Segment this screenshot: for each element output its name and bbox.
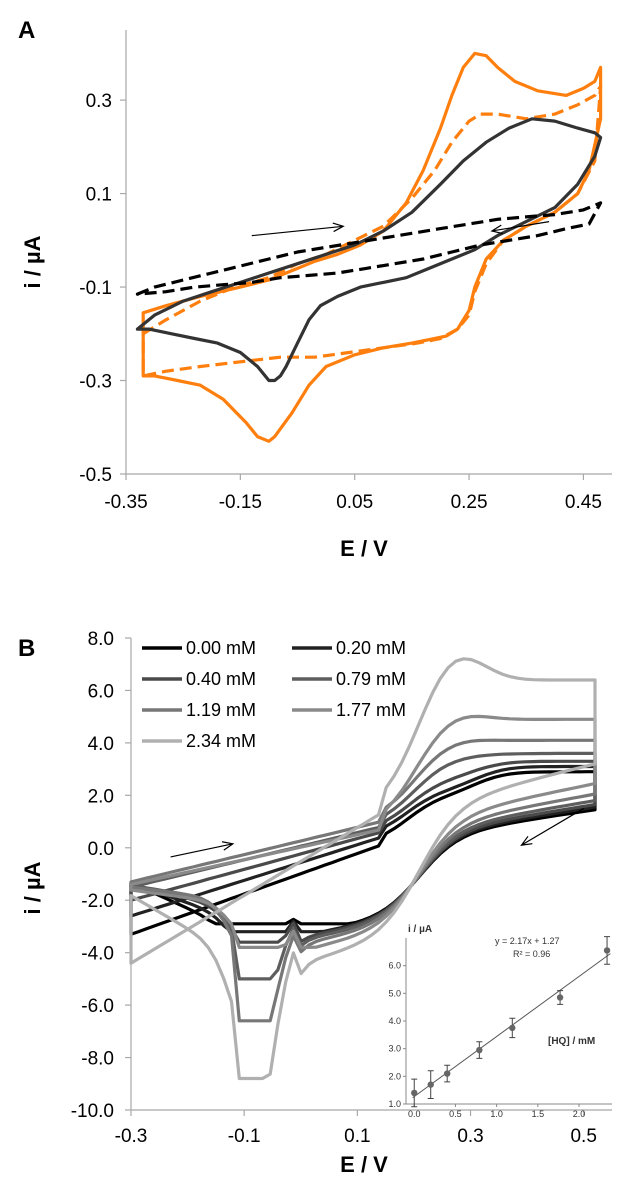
y-tick-label: -6.0 [81,996,114,1017]
scan-direction-arrow-2 [490,221,550,235]
inset-y-tick-label: 1.0 [388,1099,401,1109]
panel-a-x-ticks: -0.35 -0.15 0.05 0.25 0.45 [104,474,602,513]
panel-b-y-ticks: 8.0 6.0 4.0 2.0 0.0 -2.0 -4.0 -6.0 -8.0 -10.0 [71,629,131,1122]
panel-a-y-ticks: -0.5 -0.3 -0.1 0.1 0.3 [79,91,126,486]
panel-a-series [135,51,603,443]
inset-points [411,936,611,1108]
panel-a-arrows [251,221,550,237]
inset-y-tick-label: 2.0 [388,1071,401,1081]
y-tick-label: -10.0 [71,1101,114,1122]
panel-b-arrows [170,807,585,858]
inset-r2: R² = 0.96 [513,949,550,959]
inset-x-tick-label: 0.0 [408,1109,421,1119]
panel-b-x-ticks: -0.3 -0.1 0.1 0.3 0.5 [115,1110,597,1147]
inset-y-tick-label: 6.0 [388,961,401,971]
inset-y-ticks: 1.0 2.0 3.0 4.0 5.0 6.0 [388,961,406,1109]
y-tick-label: 0.0 [88,839,114,860]
legend-label: 0.20 mM [336,638,406,658]
inset-x-tick-label: 0.5 [449,1109,462,1119]
inset-x-tick-label: 1.5 [532,1109,545,1119]
y-tick-label: -0.5 [79,465,112,486]
cv-trace-2 [141,84,603,378]
y-tick-label: -0.1 [79,278,112,299]
panel-a-x-label: E / V [340,536,388,561]
x-tick-label: 0.25 [451,492,488,513]
x-tick-label: -0.15 [219,492,262,513]
legend-label: 0.79 mM [336,669,406,689]
panel-a-label: A [18,17,35,44]
inset-y-label: i / µA [408,924,432,935]
x-tick-label: 0.45 [565,492,602,513]
x-tick-label: 0.5 [570,1126,596,1147]
legend-label: 1.77 mM [336,700,406,720]
x-tick-label: 0.3 [457,1126,483,1147]
data-point [427,1081,434,1088]
x-tick-label: -0.1 [228,1126,261,1147]
cv-trace-4 [135,201,603,296]
legend-label: 1.19 mM [186,700,256,720]
x-tick-label: -0.3 [115,1126,148,1147]
cv-trace-0-40-mM [129,759,597,944]
inset-x-label: [HQ] / mM [548,1036,595,1047]
y-tick-label: -0.3 [79,372,112,393]
cv-trace-1-19-mM [129,738,597,1023]
panel-b-y-label: i / µA [20,861,45,914]
legend-label: 2.34 mM [186,731,256,751]
y-tick-label: 4.0 [88,734,114,755]
cv-trace-1 [141,51,603,443]
cv-trace-2-34-mM [129,657,597,1081]
panel-b-series [129,657,597,1081]
inset-x-ticks: 0.0 0.5 1.0 1.5 2.0 [408,1104,585,1119]
cv-trace-0-20-mM [129,764,597,934]
data-point [476,1046,483,1054]
data-point [603,947,611,954]
y-tick-label: 0.3 [86,91,112,112]
x-tick-label: 0.05 [336,492,373,513]
y-tick-label: 8.0 [88,629,114,650]
panel-b-label: B [18,635,35,662]
y-tick-label: 2.0 [88,786,114,807]
inset-equation: y = 2.17x + 1.27 [495,936,560,946]
data-point [411,1089,418,1097]
y-tick-label: -4.0 [81,944,114,965]
cv-trace-3 [135,117,603,383]
panel-a-chart: A -0.5 -0.3 -0.1 0.1 0.3 -0.35 -0.15 0.05 0.25 0… [18,17,612,561]
inset-chart: 1.0 2.0 3.0 4.0 5.0 6.0 0.0 0.5 1.0 1.5 2.0 i / µ… [388,924,612,1119]
y-tick-label: -8.0 [81,1049,114,1070]
x-tick-label: -0.35 [104,492,147,513]
panel-b-legend: 0.00 mM 0.20 mM 0.40 mM 0.79 mM 1.19 mM 1.77 … [142,638,406,751]
y-tick-label: 0.1 [86,185,112,206]
data-point [556,994,564,1001]
inset-y-tick-label: 4.0 [388,1016,401,1026]
panel-b-x-label: E / V [340,1152,388,1177]
cv-trace-0-00-mM [129,770,597,936]
legend-label: 0.00 mM [186,638,256,658]
cv-trace-1-77-mM [129,714,597,949]
inset-y-tick-label: 5.0 [388,988,401,998]
inset-x-tick-label: 2.0 [573,1109,586,1119]
scan-direction-arrow-2 [520,807,585,846]
inset-y-tick-label: 3.0 [388,1044,401,1054]
panel-b-chart: B 8.0 6.0 4.0 2.0 0.0 -2.0 -4.0 -6.0 -8.0 -10.0 -… [18,629,612,1177]
scan-direction-arrow-1 [170,841,235,858]
legend-label: 0.40 mM [186,669,256,689]
scan-direction-arrow-1 [251,222,345,237]
x-tick-label: 0.1 [344,1126,370,1147]
data-point [509,1024,516,1032]
y-tick-label: 6.0 [88,681,114,702]
y-tick-label: -2.0 [81,891,114,912]
data-point [444,1070,451,1077]
inset-x-tick-label: 1.0 [490,1109,503,1119]
panel-a-y-label: i / µA [20,235,45,288]
